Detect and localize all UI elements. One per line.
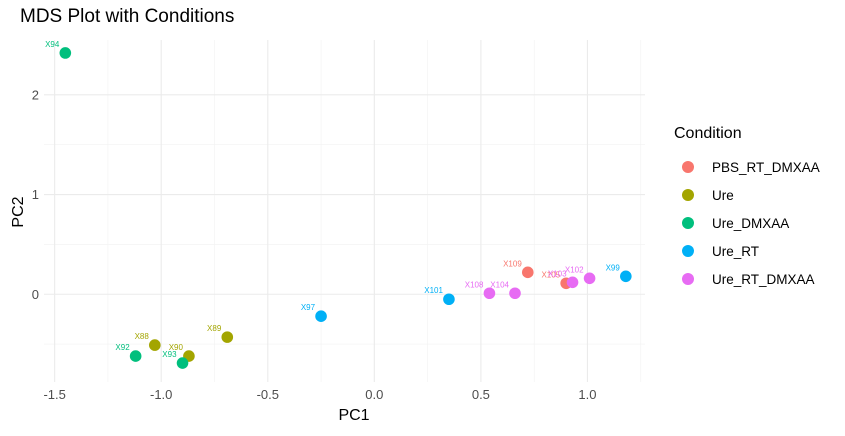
data-point [483, 287, 496, 300]
legend-item: Ure_RT [674, 237, 820, 265]
data-point [129, 350, 142, 362]
x-tick-label: -1.5 [43, 387, 65, 402]
legend: Condition PBS_RT_DMXAA Ure Ure_DMXAA Ure_RT… [674, 125, 820, 293]
x-axis-title: PC1 [338, 407, 369, 424]
point-label: X92 [115, 343, 130, 352]
legend-key-dot [682, 189, 694, 201]
x-tick-labels: -1.5 -1.0 -0.5 0.0 0.5 1.0 [43, 387, 596, 402]
data-point [509, 287, 521, 300]
legend-item: PBS_RT_DMXAA [674, 153, 820, 181]
legend-label: Ure_RT [712, 243, 760, 259]
data-point [59, 47, 72, 59]
legend-item: Ure [674, 181, 820, 209]
legend-item: Ure_DMXAA [674, 209, 820, 237]
legend-label: PBS_RT_DMXAA [712, 159, 820, 175]
chart-title: MDS Plot with Conditions [20, 6, 235, 27]
legend-key-dot [682, 217, 694, 229]
y-tick-label: 2 [32, 87, 39, 102]
point-label: X88 [135, 332, 150, 341]
point-label: X97 [301, 303, 316, 312]
legend-label: Ure_RT_DMXAA [712, 271, 815, 287]
data-point [149, 339, 161, 351]
data-point [315, 310, 327, 322]
point-label: X102 [565, 265, 584, 274]
x-tick-label: 0.0 [365, 387, 383, 402]
x-tick-label: -1.0 [150, 387, 172, 402]
point-label: X109 [503, 259, 522, 268]
point-label: X104 [490, 280, 509, 289]
legend-label: Ure_DMXAA [712, 215, 790, 231]
data-points [59, 47, 632, 369]
point-label: X90 [169, 343, 184, 352]
legend-items: PBS_RT_DMXAA Ure Ure_DMXAA Ure_RT Ure_RT_DMX… [674, 153, 820, 293]
legend-key-dot [682, 273, 694, 285]
data-point [521, 266, 534, 279]
point-label: X101 [424, 286, 443, 295]
data-point [176, 357, 189, 369]
point-label: X108 [465, 280, 484, 289]
legend-key-dot [682, 245, 694, 257]
y-axis-title: PC2 [10, 196, 27, 227]
point-labels: X109 X105 X88 X89 X90 X94 X92 X93 X101 X97 X99 X108… [45, 40, 620, 359]
data-point [620, 270, 632, 283]
point-label: X89 [207, 324, 222, 333]
point-label: X93 [162, 350, 177, 359]
y-tick-label: 0 [32, 287, 39, 302]
data-point [221, 331, 234, 343]
legend-title: Condition [674, 125, 742, 142]
x-tick-label: 0.5 [472, 387, 490, 402]
point-label: X99 [606, 263, 621, 272]
data-point [443, 293, 455, 306]
legend-item: Ure_RT_DMXAA [674, 265, 820, 293]
point-label: X94 [45, 40, 60, 49]
point-label: X105 [541, 270, 560, 279]
legend-label: Ure [712, 187, 734, 203]
data-point [583, 272, 596, 285]
data-point [566, 276, 579, 289]
y-tick-label: 1 [32, 187, 39, 202]
x-tick-label: 1.0 [578, 387, 596, 402]
x-tick-label: -0.5 [257, 387, 279, 402]
grid-lines [44, 40, 645, 382]
legend-key-dot [682, 161, 694, 173]
y-tick-labels: 0 1 2 [32, 87, 39, 301]
point-label: X103 [548, 269, 567, 278]
